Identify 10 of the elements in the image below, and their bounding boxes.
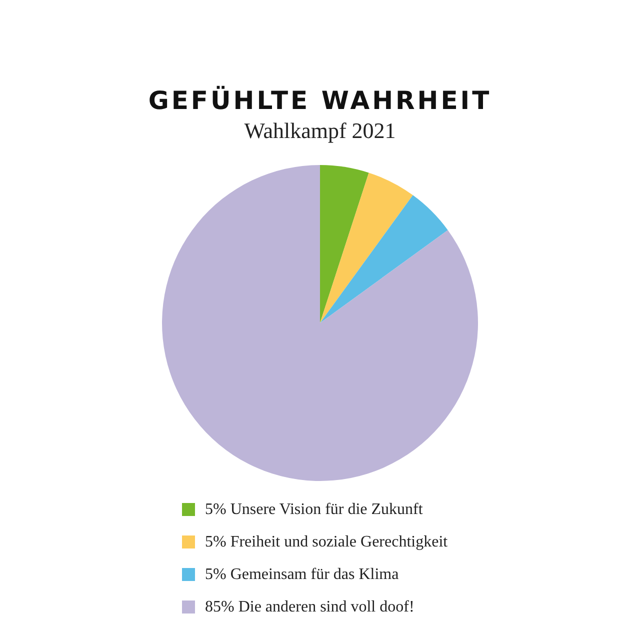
pie-slice (162, 165, 478, 481)
pie-slice (320, 195, 448, 323)
pie-slice (320, 165, 369, 323)
pie-slice (320, 172, 413, 323)
legend-label: 5% Gemeinsam für das Klima (205, 566, 399, 583)
legend-label: 85% Die anderen sind voll doof! (205, 598, 414, 616)
legend-label: 5% Freiheit und soziale Gerechtigkeit (205, 534, 448, 550)
chart-subtitle: Wahlkampf 2021 (244, 118, 396, 143)
legend-label: 5% Unsere Vision für die Zukunft (205, 501, 424, 518)
chart-title: GEFÜHLTE WAHRHEIT (148, 85, 492, 115)
